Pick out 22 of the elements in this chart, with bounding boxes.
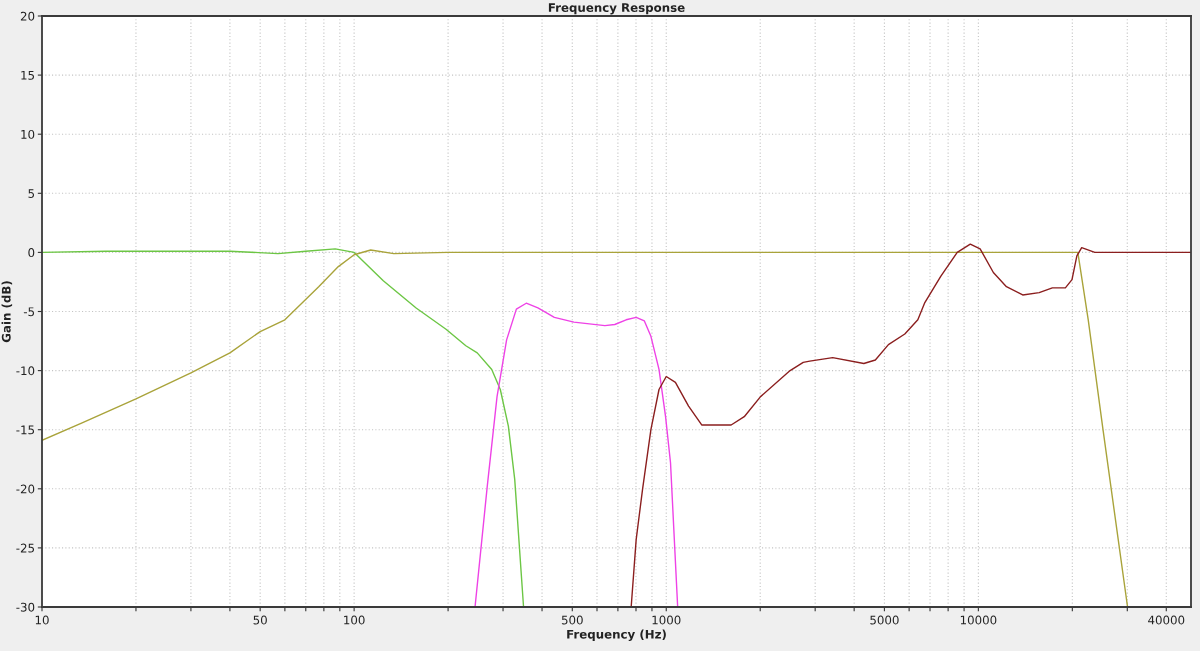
y-tick-label: 5 (28, 189, 35, 198)
y-tick-label: 20 (20, 11, 35, 21)
x-tick-label: 1000 (652, 615, 681, 625)
chart-title: Frequency Response (548, 3, 685, 15)
y-tick-label: 0 (28, 248, 35, 258)
x-tick-label: 500 (561, 615, 583, 625)
y-tick-label: -25 (16, 543, 35, 553)
x-tick-label: 50 (253, 615, 267, 625)
x-axis-title: Frequency (Hz) (567, 629, 666, 642)
y-tick-label: -15 (16, 425, 35, 435)
y-tick-label: 10 (21, 129, 35, 139)
y-tick-label: -20 (16, 484, 35, 494)
x-tick-label: 10000 (960, 615, 997, 625)
x-tick-label: 100 (344, 615, 365, 625)
y-tick-label: -5 (23, 307, 35, 317)
y-axis-title: Gain (dB) (1, 281, 13, 343)
y-tick-label: -10 (16, 366, 35, 376)
y-tick-label: -30 (16, 602, 35, 612)
x-tick-label: 10 (35, 615, 49, 625)
x-tick-label: 5000 (870, 615, 899, 625)
x-tick-label: 40000 (1148, 615, 1185, 625)
y-tick-label: 15 (21, 70, 35, 80)
